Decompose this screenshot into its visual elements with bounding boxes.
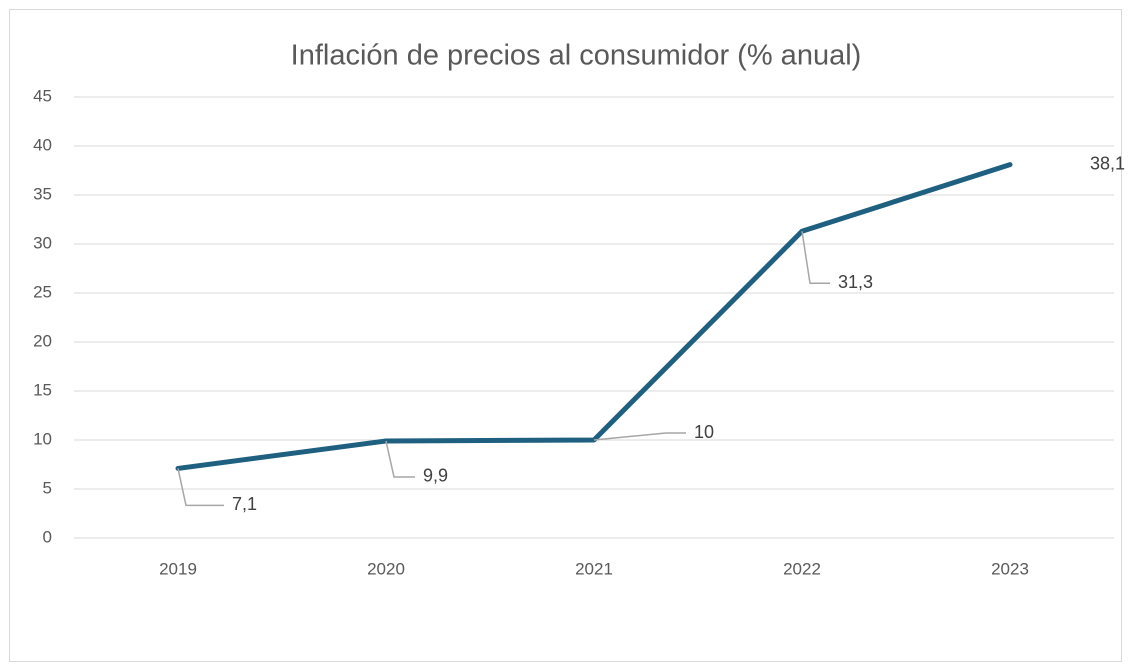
y-tick-label: 40 — [33, 135, 52, 154]
x-tick-label: 2020 — [367, 559, 405, 578]
chart-frame — [9, 9, 1122, 662]
y-tick-label: 10 — [33, 429, 52, 448]
y-tick-label: 15 — [33, 380, 52, 399]
leader-line — [385, 440, 415, 478]
leader-line — [593, 432, 686, 441]
y-tick-label: 30 — [33, 233, 52, 252]
x-tick-label: 2023 — [991, 559, 1029, 578]
data-label: 7,1 — [232, 494, 257, 514]
data-label: 9,9 — [423, 466, 448, 486]
leader-line — [801, 231, 830, 285]
data-label: 10 — [694, 422, 714, 442]
y-tick-label: 0 — [43, 527, 52, 546]
y-tick-label: 5 — [43, 478, 52, 497]
x-tick-label: 2021 — [575, 559, 613, 578]
y-tick-label: 45 — [33, 86, 52, 105]
y-tick-label: 25 — [33, 282, 52, 301]
x-tick-label: 2022 — [783, 559, 821, 578]
x-tick-label: 2019 — [159, 559, 197, 578]
data-label: 38,1 — [1090, 153, 1125, 173]
y-tick-label: 20 — [33, 331, 52, 350]
chart-title: Inflación de precios al consumidor (% an… — [291, 40, 862, 72]
y-tick-label: 35 — [33, 184, 52, 203]
data-label: 31,3 — [838, 272, 873, 292]
leader-line — [177, 468, 224, 507]
